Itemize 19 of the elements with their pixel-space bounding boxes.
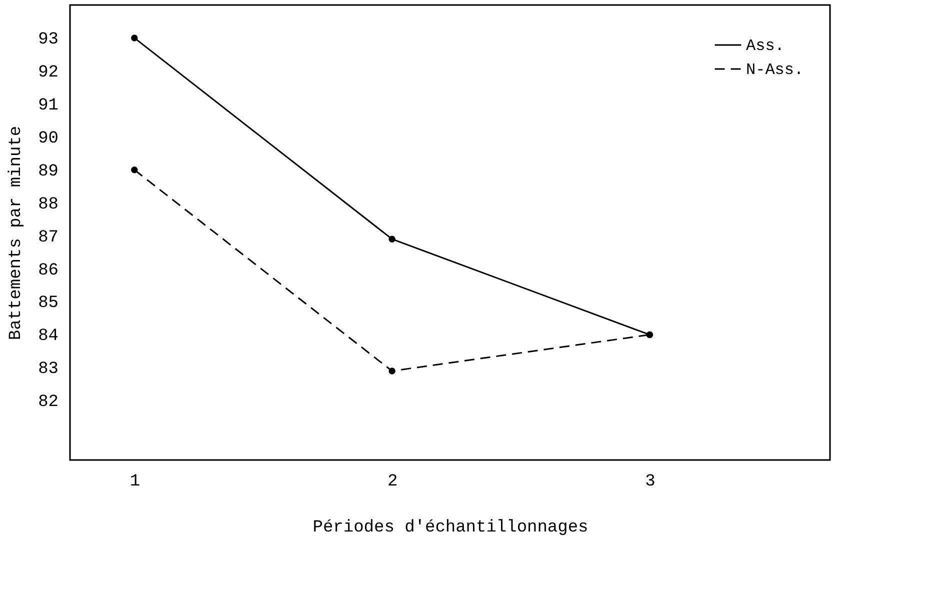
- y-tick-label: 83: [38, 360, 58, 380]
- y-tick-label: 87: [38, 228, 58, 248]
- y-tick-label: 90: [38, 129, 58, 148]
- y-tick-label: 88: [38, 195, 58, 214]
- y-tick-label: 93: [38, 30, 58, 50]
- y-axis-title: Battements par minute: [7, 126, 26, 340]
- legend-label: N-Ass.: [746, 61, 804, 79]
- y-tick-label: 84: [38, 327, 58, 346]
- y-tick-label: 86: [38, 261, 58, 280]
- x-tick-label: 3: [645, 472, 656, 492]
- y-tick-label: 82: [38, 393, 58, 412]
- y-tick-label: 91: [38, 96, 58, 116]
- y-tick-label: 85: [38, 294, 58, 314]
- x-axis-title: Périodes d'échantillonnages: [312, 518, 588, 538]
- x-tick-label: 2: [387, 472, 398, 492]
- y-tick-label: 92: [38, 63, 58, 82]
- y-tick-label: 89: [38, 162, 58, 182]
- legend-label: Ass.: [746, 37, 784, 55]
- x-tick-label: 1: [130, 472, 140, 492]
